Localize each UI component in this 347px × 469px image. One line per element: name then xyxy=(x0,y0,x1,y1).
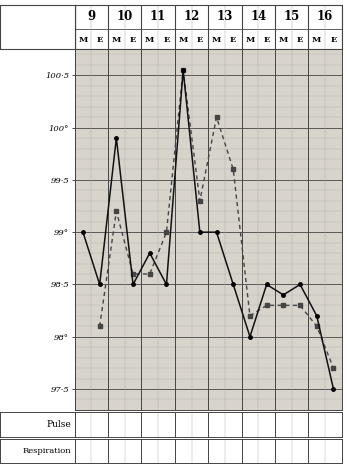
Text: E: E xyxy=(330,36,337,45)
Text: E: E xyxy=(230,36,236,45)
Text: 10: 10 xyxy=(117,10,133,23)
Text: M: M xyxy=(312,36,321,45)
Text: 14: 14 xyxy=(250,10,266,23)
Text: M: M xyxy=(178,36,188,45)
Text: M: M xyxy=(112,36,121,45)
Text: M: M xyxy=(78,36,87,45)
Text: 13: 13 xyxy=(217,10,233,23)
Text: M: M xyxy=(245,36,255,45)
Text: E: E xyxy=(297,36,303,45)
Text: E: E xyxy=(163,36,170,45)
Text: Pulse: Pulse xyxy=(46,420,71,429)
Text: M: M xyxy=(145,36,154,45)
Text: 9: 9 xyxy=(87,10,95,23)
Text: E: E xyxy=(263,36,270,45)
Text: E: E xyxy=(130,36,136,45)
Text: E: E xyxy=(197,36,203,45)
Text: E: E xyxy=(96,36,103,45)
Text: 12: 12 xyxy=(183,10,200,23)
Text: 15: 15 xyxy=(283,10,300,23)
Text: 16: 16 xyxy=(317,10,333,23)
Text: 11: 11 xyxy=(150,10,166,23)
Text: M: M xyxy=(279,36,288,45)
Text: Respiration: Respiration xyxy=(22,447,71,455)
Text: M: M xyxy=(212,36,221,45)
